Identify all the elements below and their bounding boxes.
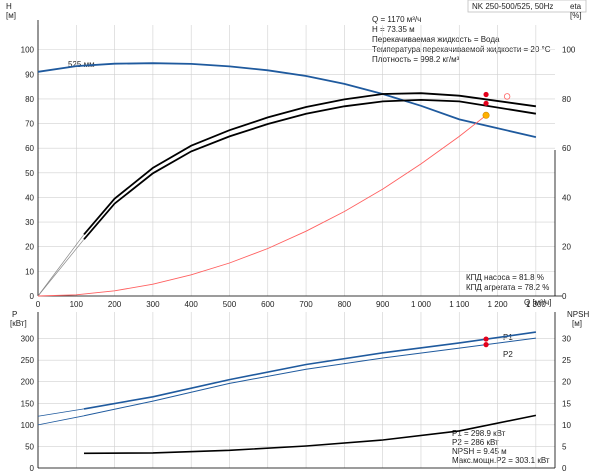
model-label: NK 250-500/525, 50Hz [472, 2, 553, 11]
p1-curve [83, 331, 537, 410]
top-left-tick-label: 40 [25, 193, 34, 202]
bottom-right-axis-label: NPSH [567, 310, 589, 319]
top-left-tick-label: 50 [25, 169, 34, 178]
x-tick-label: 700 [299, 300, 313, 309]
open-circle-marker [503, 93, 511, 100]
top-right-tick-label: 0 [562, 292, 567, 301]
bottom-left-tick-label: 250 [21, 356, 35, 365]
x-tick-label: 1 100 [449, 300, 470, 309]
p2-curve [83, 337, 536, 417]
bottom-right-tick-label: 0 [562, 464, 567, 473]
top-info-line-0: Q = 1170 м³/ч [372, 15, 421, 24]
x-tick-label: 400 [185, 300, 199, 309]
bottom-right-axis-unit: [м] [572, 319, 582, 328]
top-right-tick-label: 40 [562, 193, 571, 202]
x-tick-label: 600 [261, 300, 275, 309]
efficiency-marker [483, 91, 489, 98]
top-right-tick-label: 60 [562, 144, 571, 153]
x-tick-label: 1 200 [488, 300, 509, 309]
bottom-info-line-0: P1 = 298.9 кВт [452, 429, 506, 438]
top-right-tick-label: 100 [562, 46, 576, 55]
efficiency-marker [483, 100, 489, 106]
top-left-tick-label: 80 [25, 95, 34, 104]
pump-efficiency-label: КПД насоса = 81.8 % [466, 273, 544, 282]
bottom-right-tick-label: 20 [562, 378, 571, 387]
x-tick-label: 1 000 [411, 300, 432, 309]
top-left-tick-label: 100 [21, 46, 35, 55]
grid-layer [37, 25, 555, 469]
series-layer [37, 62, 537, 455]
top-info-line-4: Плотность = 998.2 кг/м³ [372, 55, 460, 64]
top-left-tick-label: 20 [25, 243, 34, 252]
x-tick-label: 0 [36, 300, 41, 309]
bottom-left-tick-label: 0 [30, 464, 35, 473]
bottom-left-tick-label: 150 [21, 399, 35, 408]
p2-series-label: P2 [503, 350, 513, 359]
bottom-right-tick-label: 25 [562, 356, 571, 365]
top-left-tick-label: 70 [25, 120, 34, 129]
bottom-info-line-1: P2 = 286 кВт [452, 438, 499, 447]
duty-point-marker [482, 111, 490, 119]
top-left-tick-label: 30 [25, 218, 34, 227]
bottom-left-tick-label: 200 [21, 378, 35, 387]
impeller-label: 525 мм [68, 60, 95, 69]
marker-layer [482, 91, 511, 348]
bottom-left-tick-label: 100 [21, 421, 35, 430]
p2-extension [37, 415, 85, 426]
top-left-tick-label: 0 [30, 292, 35, 301]
top-left-axis-label: H [6, 2, 12, 11]
x-tick-label: 200 [108, 300, 122, 309]
x-tick-label: 500 [223, 300, 237, 309]
model-box [467, 0, 587, 13]
top-right-tick-label: 80 [562, 95, 571, 104]
pump-efficiency-extension [37, 234, 85, 297]
npsh-curve [83, 414, 537, 455]
bottom-right-tick-label: 5 [562, 442, 567, 451]
bottom-left-axis-label: P [12, 310, 17, 319]
unit-efficiency-label: КПД агрегата = 78.2 % [466, 283, 549, 292]
unit-efficiency-extension [37, 239, 85, 297]
top-right-tick-label: 20 [562, 243, 571, 252]
x-tick-label: 100 [70, 300, 84, 309]
x-tick-label: 900 [376, 300, 390, 309]
power-marker [483, 342, 489, 348]
top-info-line-2: Перекачиваемая жидкость = Вода [372, 35, 500, 44]
bottom-right-tick-label: 30 [562, 335, 571, 344]
p1-extension [37, 408, 85, 417]
unit-efficiency-curve [83, 98, 537, 240]
system-curve [37, 114, 487, 297]
top-right-axis-label: eta [570, 2, 582, 11]
top-left-axis-unit: [м] [6, 11, 16, 20]
power-marker [483, 336, 489, 342]
bottom-info-line-3: Макс.мощн.P2 = 303.1 кВт [452, 456, 550, 465]
bottom-left-tick-label: 300 [21, 335, 35, 344]
x-tick-label: 1 300 [526, 300, 547, 309]
pump-efficiency-curve [83, 92, 537, 235]
bottom-left-tick-label: 50 [25, 442, 34, 451]
p1-series-label: P1 [503, 333, 513, 342]
top-left-tick-label: 90 [25, 70, 34, 79]
top-left-tick-label: 10 [25, 267, 34, 276]
bottom-left-axis-unit: [кВт] [10, 319, 27, 328]
top-info-line-1: H = 73.35 м [372, 25, 415, 34]
top-x-axis-label: Q [м³/ч] [524, 298, 551, 307]
axis-layer: 0 100 200 300 400 500 600 700 800 900 1 000 1 100 1 … [21, 20, 576, 473]
bottom-right-tick-label: 10 [562, 421, 571, 430]
top-right-axis-unit: [%] [570, 11, 582, 20]
x-tick-label: 300 [146, 300, 160, 309]
bottom-right-tick-label: 15 [562, 399, 571, 408]
x-tick-label: 800 [338, 300, 352, 309]
top-left-tick-label: 60 [25, 144, 34, 153]
bottom-info-line-2: NPSH = 9.45 м [452, 447, 507, 456]
head-curve [37, 62, 537, 138]
